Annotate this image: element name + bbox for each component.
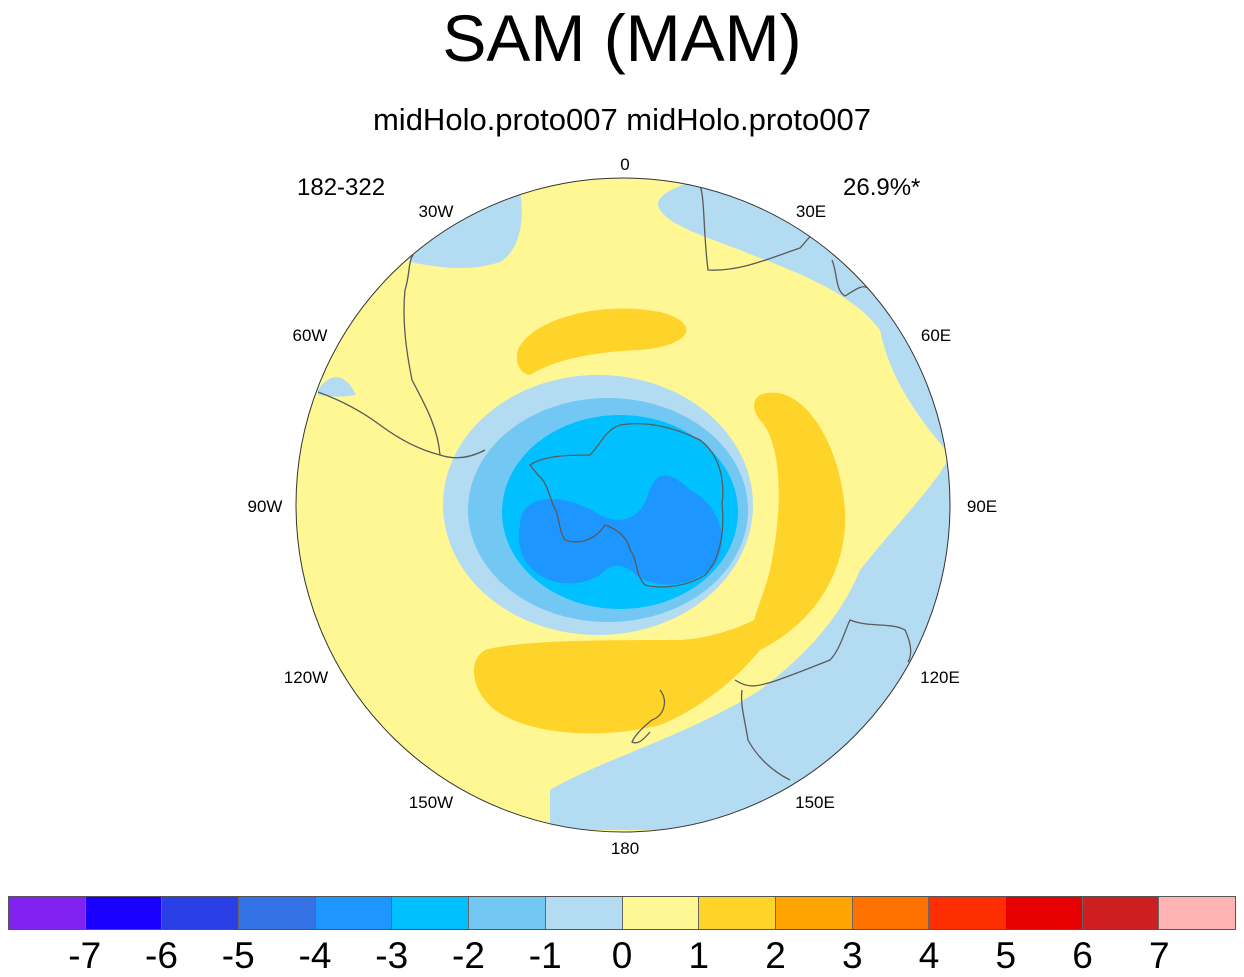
- colorbar-label: 0: [611, 935, 633, 976]
- lon-label-0: 0: [620, 155, 629, 174]
- longitude-labels: 0 30E 60E 90E 120E 150E 180 150W 120W 90…: [248, 155, 998, 858]
- colorbar-swatch: [392, 897, 470, 929]
- africa-coast: [699, 184, 869, 297]
- field-neg1-east: [550, 178, 950, 830]
- lon-label-90w: 90W: [248, 497, 283, 516]
- colorbar-swatch: [315, 897, 393, 929]
- map-boundary: [295, 177, 951, 833]
- lon-label-30w: 30W: [419, 202, 454, 221]
- colorbar-swatch: [852, 897, 930, 929]
- colorbar-label: -1: [528, 935, 562, 976]
- colorbar-swatch: [85, 897, 163, 929]
- colorbar-swatch: [1005, 897, 1083, 929]
- lon-label-30e: 30E: [796, 202, 826, 221]
- colorbar-label: 3: [841, 935, 863, 976]
- lon-label-120e: 120E: [920, 668, 960, 687]
- lon-label-180: 180: [611, 839, 639, 858]
- colorbar-labels: -7 -6 -5 -4 -3 -2 -1 0 1 2 3 4 5 6 7: [0, 936, 1244, 976]
- colorbar-swatch: [9, 897, 86, 929]
- map-field: [296, 178, 950, 832]
- lon-label-90e: 90E: [967, 497, 997, 516]
- colorbar-label: -7: [68, 935, 102, 976]
- field-neg1-westcoast: [318, 377, 356, 397]
- plot-title: SAM (MAM): [442, 1, 802, 75]
- antarctica-coast: [529, 423, 724, 588]
- colorbar-label: 1: [688, 935, 710, 976]
- new-zealand-coast: [631, 689, 666, 744]
- colorbar-swatch: [622, 897, 700, 929]
- coastlines: [317, 184, 912, 781]
- field-neg1-northwest: [410, 190, 522, 269]
- colorbar-swatch: [1159, 897, 1235, 929]
- colorbar-label: -2: [452, 935, 485, 976]
- colorbar-swatch: [545, 897, 623, 929]
- colorbar-label: 7: [1148, 935, 1170, 976]
- lon-label-150w: 150W: [409, 793, 453, 812]
- field-pos1-south: [473, 600, 790, 734]
- colorbar-label: 4: [918, 935, 940, 976]
- colorbar-label: 6: [1072, 935, 1093, 976]
- colorbar-swatch: [162, 897, 240, 929]
- field-pos1-east: [751, 392, 846, 650]
- colorbar-swatch: [699, 897, 776, 929]
- colorbar-label: -3: [375, 935, 409, 976]
- lon-label-150e: 150E: [795, 793, 835, 812]
- colorbar-label: 5: [995, 935, 1017, 976]
- south-america-coast: [317, 254, 486, 459]
- colorbar-swatch: [775, 897, 853, 929]
- colorbar-swatch: [929, 897, 1006, 929]
- colorbar-swatch: [239, 897, 316, 929]
- lon-label-60w: 60W: [293, 326, 328, 345]
- australia-coast: [734, 619, 912, 781]
- lon-label-60e: 60E: [921, 326, 951, 345]
- variance-explained-label: 26.9%*: [843, 174, 921, 201]
- lon-label-120w: 120W: [284, 668, 328, 687]
- plot-subtitle: midHolo.proto007 midHolo.proto007: [372, 102, 871, 137]
- colorbar-label: 2: [765, 935, 786, 976]
- colorbar-label: -4: [298, 935, 332, 976]
- field-pos1-north: [516, 308, 687, 375]
- colorbar: [8, 896, 1236, 930]
- colorbar-swatch: [1082, 897, 1160, 929]
- colorbar-swatch: [469, 897, 546, 929]
- colorbar-label: -6: [145, 935, 178, 976]
- polar-map: 0 30E 60E 90E 120E 150E 180 150W 120W 90…: [248, 155, 998, 858]
- year-range-label: 182-322: [297, 174, 386, 201]
- colorbar-label: -5: [221, 935, 255, 976]
- field-neg4-polar: [518, 475, 722, 585]
